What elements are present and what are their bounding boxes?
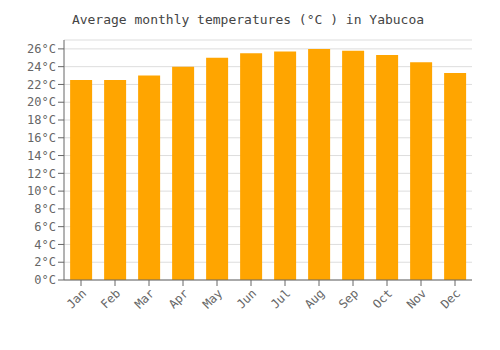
svg-text:Jan: Jan: [64, 286, 89, 311]
svg-text:6°C: 6°C: [34, 220, 56, 234]
svg-text:0°C: 0°C: [34, 273, 56, 287]
svg-text:22°C: 22°C: [27, 78, 56, 92]
html-text:Average monthly temperatures (: Average monthly temperatures (°C ) in Ya…: [71, 12, 425, 27]
svg-text:Jul: Jul: [268, 286, 293, 311]
svg-text:14°C: 14°C: [27, 149, 56, 163]
svg-text:4°C: 4°C: [34, 238, 56, 252]
svg-text:18°C: 18°C: [27, 113, 56, 127]
svg-text:Jun: Jun: [234, 286, 259, 311]
svg-text:Oct: Oct: [370, 286, 395, 311]
svg-text:Feb: Feb: [98, 286, 123, 311]
svg-text:Apr: Apr: [166, 286, 191, 311]
svg-text:Sep: Sep: [336, 286, 361, 311]
svg-text:Mar: Mar: [132, 286, 157, 311]
svg-text:May: May: [200, 286, 225, 311]
svg-text:Aug: Aug: [302, 286, 327, 311]
svg-text:12°C: 12°C: [27, 167, 56, 181]
svg-text:10°C: 10°C: [27, 184, 56, 198]
svg-text:16°C: 16°C: [27, 131, 56, 145]
svg-text:26°C: 26°C: [27, 42, 56, 56]
svg-text:2°C: 2°C: [34, 255, 56, 269]
svg-text:20°C: 20°C: [27, 95, 56, 109]
svg-text:8°C: 8°C: [34, 202, 56, 216]
svg-text:Dec: Dec: [438, 286, 463, 311]
svg-text:Nov: Nov: [404, 286, 429, 311]
svg-text:24°C: 24°C: [27, 60, 56, 74]
